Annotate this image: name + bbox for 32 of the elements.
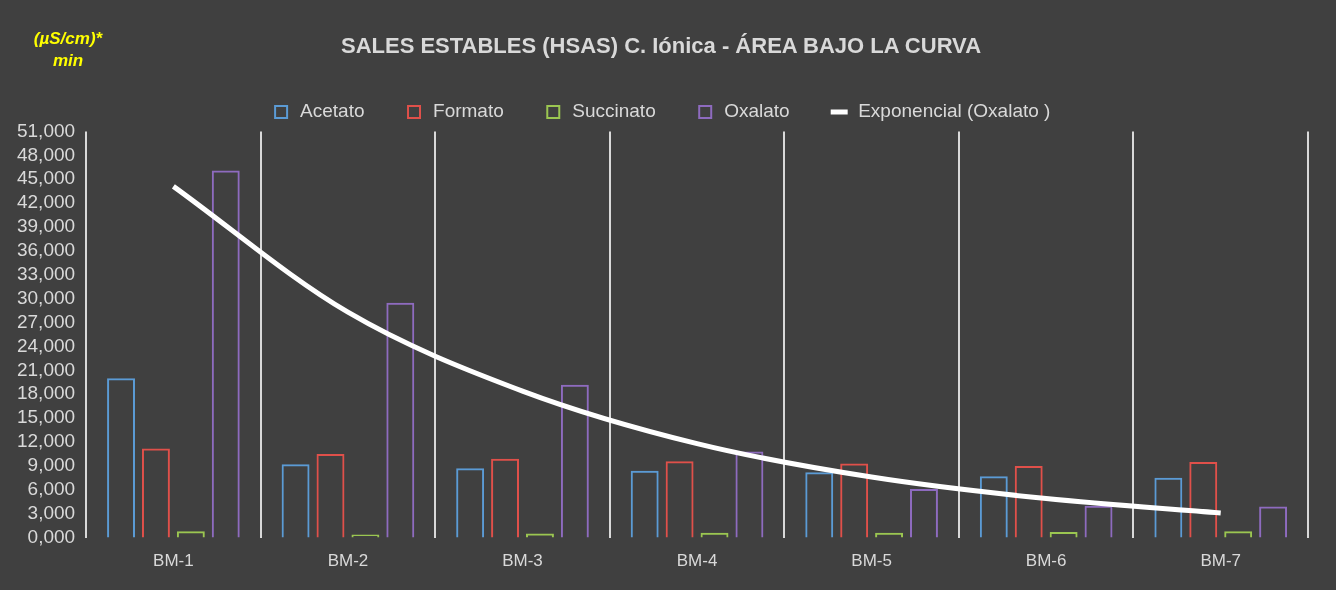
x-tick-label: BM-2 bbox=[327, 551, 369, 571]
y-tick-label: 18,000 bbox=[16, 382, 76, 404]
x-tick-label: BM-1 bbox=[153, 551, 194, 571]
y-tick-label: 15,000 bbox=[16, 406, 76, 428]
legend-label: Oxalato bbox=[724, 100, 790, 122]
x-tick-label: BM-7 bbox=[1200, 551, 1242, 571]
chart-title: SALES ESTABLES (HSAS) C. Iónica - ÁREA BAJO LA CURVA bbox=[340, 33, 982, 59]
y-tick-label: 24,000 bbox=[16, 334, 76, 356]
y-tick-label: 48,000 bbox=[16, 143, 76, 165]
legend-label: Formato bbox=[433, 100, 504, 122]
y-tick-label: 39,000 bbox=[16, 215, 76, 237]
y-tick-label: 27,000 bbox=[16, 310, 76, 332]
x-tick-label: BM-5 bbox=[851, 551, 892, 571]
x-tick-label: BM-4 bbox=[676, 551, 718, 571]
x-tick-label: BM-6 bbox=[1025, 551, 1067, 571]
legend-label: Succinato bbox=[572, 100, 656, 122]
y-tick-label: 21,000 bbox=[16, 358, 76, 380]
y-tick-label: 0,000 bbox=[27, 525, 76, 547]
y-tick-label: 36,000 bbox=[16, 239, 76, 261]
y-axis-title: (µS/cm)* min bbox=[32, 28, 104, 72]
y-tick-label: 9,000 bbox=[27, 454, 76, 476]
x-tick-label: BM-3 bbox=[502, 551, 543, 571]
y-tick-label: 42,000 bbox=[16, 191, 76, 213]
y-tick-label: 33,000 bbox=[16, 263, 76, 284]
y-tick-label: 12,000 bbox=[16, 430, 76, 452]
y-tick-label: 6,000 bbox=[27, 478, 76, 500]
legend-label: Exponencial (Oxalato ) bbox=[858, 100, 1051, 122]
y-tick-label: 45,000 bbox=[16, 167, 76, 189]
y-tick-label: 30,000 bbox=[16, 286, 76, 308]
y-tick-label: 3,000 bbox=[27, 501, 76, 523]
legend-label: Acetato bbox=[300, 100, 365, 122]
y-tick-label: 51,000 bbox=[16, 119, 76, 141]
